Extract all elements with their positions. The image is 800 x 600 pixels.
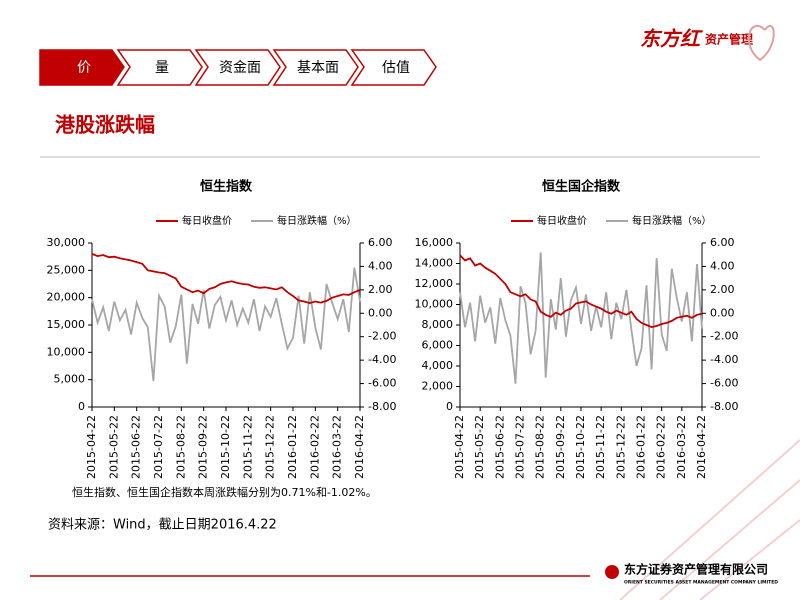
- y2-tick-label: -6.00: [710, 377, 738, 390]
- x-tick-label: 2015-04-22: [85, 415, 98, 479]
- y-tick-label: 10,000: [47, 345, 86, 358]
- y-tick-label: 4,000: [422, 359, 454, 372]
- y2-tick-label: 4.00: [710, 259, 735, 272]
- x-tick-label: 2015-06-22: [130, 415, 143, 479]
- legend-label: 每日收盘价: [182, 214, 232, 227]
- section-title: 港股涨跌幅: [55, 113, 155, 137]
- y2-tick-label: -8.00: [368, 400, 396, 413]
- y2-tick-label: -6.00: [368, 377, 396, 390]
- y-tick-label: 14,000: [415, 257, 454, 270]
- x-tick-label: 2016-02-22: [308, 415, 321, 479]
- x-tick-label: 2015-10-22: [574, 415, 587, 479]
- y2-tick-label: -8.00: [710, 400, 738, 413]
- tab-label: 资金面: [219, 60, 261, 76]
- y2-tick-label: -2.00: [710, 330, 738, 343]
- tab: [272, 49, 359, 86]
- y-tick-label: 15,000: [47, 318, 86, 331]
- tab-label: 基本面: [297, 59, 339, 76]
- x-tick-label: 2015-12-22: [614, 415, 627, 479]
- x-tick-label: 2016-03-22: [675, 415, 688, 479]
- y-tick-label: 10,000: [415, 298, 454, 311]
- x-tick-label: 2015-11-22: [241, 415, 254, 479]
- y2-tick-label: 0.00: [710, 306, 735, 319]
- x-tick-label: 2015-06-22: [493, 415, 506, 479]
- tab: [39, 49, 125, 86]
- y2-tick-label: 6.00: [368, 236, 393, 249]
- series-line: [459, 252, 703, 384]
- series-line: [459, 254, 703, 329]
- x-tick-label: 2016-02-22: [655, 415, 668, 479]
- x-tick-label: 2016-04-22: [353, 415, 366, 479]
- y2-tick-label: 0.00: [368, 306, 393, 319]
- y2-tick-label: 2.00: [710, 283, 735, 296]
- x-tick-label: 2015-07-22: [514, 415, 527, 479]
- y2-tick-label: 4.00: [368, 259, 393, 272]
- series-line: [91, 267, 361, 382]
- source: 资料来源：Wind，截止日期2016.4.22: [48, 518, 277, 533]
- x-tick-label: 2015-12-22: [264, 415, 277, 479]
- decor: [619, 439, 800, 600]
- legend-label: 每日涨跌幅（%）: [277, 214, 357, 227]
- x-tick-label: 2015-08-22: [174, 415, 187, 479]
- tab: [194, 49, 281, 86]
- y2-tick-label: -2.00: [368, 330, 396, 343]
- x-tick-label: 2015-05-22: [107, 415, 120, 479]
- y-tick-label: 2,000: [422, 380, 454, 393]
- tab-label: 价: [77, 60, 91, 76]
- tab: [116, 49, 203, 86]
- x-tick-label: 2015-10-22: [219, 415, 232, 479]
- y-tick-label: 0: [78, 400, 85, 413]
- y-tick-label: 5,000: [54, 373, 86, 386]
- y-tick-label: 6,000: [422, 339, 454, 352]
- x-tick-label: 2015-04-22: [453, 415, 466, 479]
- x-tick-label: 2016-01-22: [635, 415, 648, 479]
- tab: [350, 49, 437, 86]
- series-line: [91, 253, 361, 305]
- y2-tick-label: -4.00: [368, 353, 396, 366]
- legend-label: 每日涨跌幅（%）: [632, 214, 712, 227]
- logo-name: 资产管理: [705, 32, 753, 47]
- x-tick-label: 2016-03-22: [331, 415, 344, 479]
- x-tick-label: 2016-04-22: [695, 415, 708, 479]
- chart-title: 恒生国企指数: [542, 179, 621, 195]
- footer-icon: [605, 565, 619, 579]
- y-tick-label: 16,000: [415, 236, 454, 249]
- logo-brand: 东方红: [640, 27, 703, 51]
- tab-label: 量: [155, 60, 169, 76]
- legend-label: 每日收盘价: [537, 214, 587, 227]
- footer-company-en: ORIENT SECURITIES ASSET MANAGEMENT COMPA…: [624, 580, 778, 586]
- x-tick-label: 2016-01-22: [286, 415, 299, 479]
- x-tick-label: 2015-07-22: [152, 415, 165, 479]
- x-tick-label: 2015-05-22: [473, 415, 486, 479]
- y2-tick-label: 6.00: [710, 236, 735, 249]
- y-tick-label: 20,000: [47, 291, 86, 304]
- tab-label: 估值: [382, 60, 410, 76]
- x-tick-label: 2015-09-22: [197, 415, 210, 479]
- x-tick-label: 2015-11-22: [594, 415, 607, 479]
- y-tick-label: 0: [446, 400, 453, 413]
- y2-tick-label: 2.00: [368, 283, 393, 296]
- y2-tick-label: -4.00: [710, 353, 738, 366]
- y-tick-label: 30,000: [47, 236, 86, 249]
- y-tick-label: 12,000: [415, 277, 454, 290]
- logo-heart: [747, 25, 775, 62]
- x-tick-label: 2015-09-22: [554, 415, 567, 479]
- y-tick-label: 25,000: [47, 263, 86, 276]
- chart-title: 恒生指数: [200, 179, 253, 195]
- note: 恒生指数、恒生国企指数本周涨跌幅分别为0.71%和-1.02%。: [72, 485, 377, 499]
- y-tick-label: 8,000: [422, 318, 454, 331]
- footer-company: 东方证券资产管理有限公司: [624, 562, 768, 577]
- x-tick-label: 2015-08-22: [534, 415, 547, 479]
